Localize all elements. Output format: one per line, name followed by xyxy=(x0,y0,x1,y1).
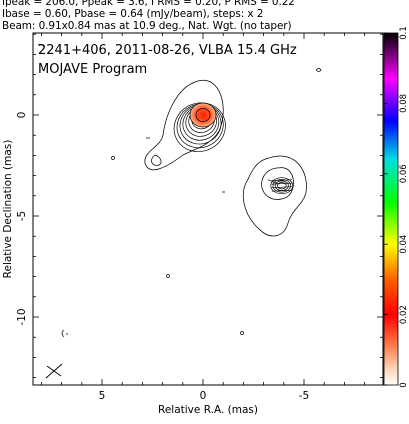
core-peak-fill xyxy=(189,102,217,128)
y-tick-label: -10 xyxy=(16,308,28,325)
x-tick-label: 5 xyxy=(99,390,106,402)
colorbar: 0 0.02 0.04 0.06 0.08 0.1 xyxy=(383,26,409,388)
colorbar-tick-label: 0.04 xyxy=(399,235,409,254)
chart-subtitle: MOJAVE Program xyxy=(38,62,147,77)
colorbar-tick-label: 0.06 xyxy=(399,164,409,183)
header-peak-line: Ipeak = 206.0, Ppeak = 3.6, I RMS = 0.20… xyxy=(2,0,295,8)
jet-polarization-tick xyxy=(271,186,292,188)
beam-marker xyxy=(45,363,63,379)
chart-title: 2241+406, 2011-08-26, VLBA 15.4 GHz xyxy=(38,43,297,58)
jet-contour xyxy=(277,182,287,190)
x-tick-label: 0 xyxy=(200,390,207,402)
jet-polarization-tick xyxy=(267,179,278,184)
jet-contour xyxy=(272,178,291,193)
y-axis-label: Relative Declination (mas) xyxy=(2,140,14,279)
jet-outer-contour xyxy=(242,155,307,237)
y-tick-label: 0 xyxy=(16,112,28,119)
jet-contour xyxy=(270,177,294,195)
jet-polarization-tick xyxy=(271,189,292,192)
jet-mid-contour xyxy=(261,167,294,200)
colorbar-gradient xyxy=(383,32,399,386)
axis-ticks xyxy=(33,33,383,385)
core-inner-contour xyxy=(195,108,211,122)
header-base-line: Ibase = 0.60, Pbase = 0.64 (mJy/beam), s… xyxy=(2,8,264,20)
colorbar-tick-label: 0.1 xyxy=(399,26,409,40)
colorbar-tick-label: 0 xyxy=(399,382,409,387)
noise-specks xyxy=(37,43,322,338)
core-contour xyxy=(173,102,226,152)
x-axis-label: Relative R.A. (mas) xyxy=(158,404,258,416)
x-tick-label: -5 xyxy=(299,390,309,402)
core-knot-contour xyxy=(151,154,162,166)
y-tick-label: -5 xyxy=(16,211,28,221)
jet-polarization-tick xyxy=(271,179,292,181)
header-beam-line: Beam: 0.91x0.84 mas at 10.9 deg., Nat. W… xyxy=(2,20,292,32)
core-contour xyxy=(176,103,224,149)
colorbar-tick-label: 0.08 xyxy=(399,94,409,113)
contour-layer xyxy=(144,79,307,237)
core-contour xyxy=(179,104,222,145)
colorbar-tick-label: 0.02 xyxy=(399,305,409,324)
plot-frame xyxy=(32,32,384,386)
jet-polarization-tick xyxy=(271,182,292,185)
axis-labels: Relative R.A. (mas) Relative Declination… xyxy=(2,112,309,416)
